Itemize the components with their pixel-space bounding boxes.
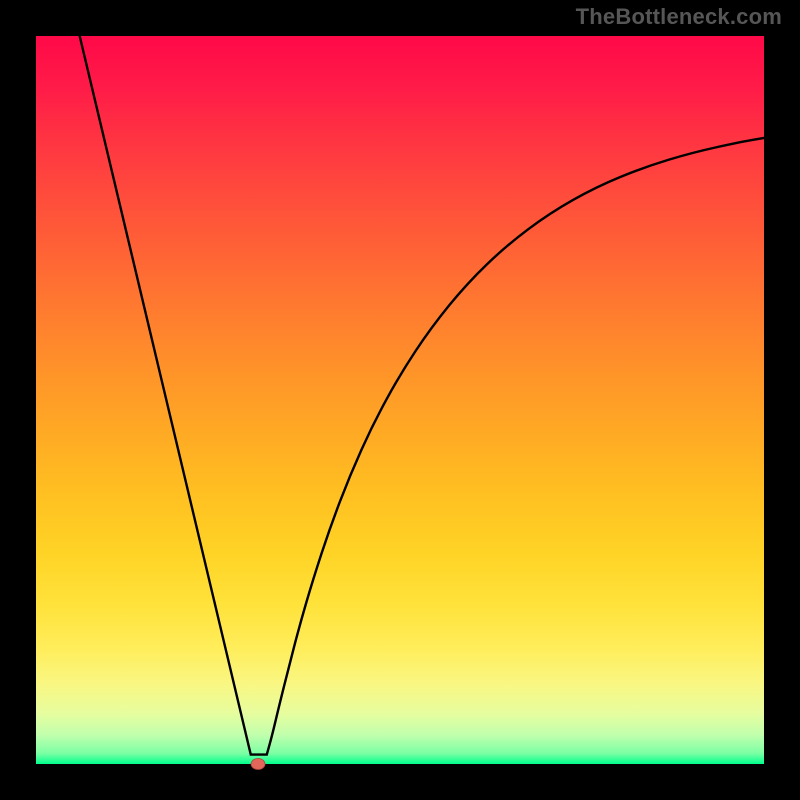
chart-frame: TheBottleneck.com: [0, 0, 800, 800]
watermark-text: TheBottleneck.com: [576, 4, 782, 30]
plot-area: [36, 36, 764, 764]
